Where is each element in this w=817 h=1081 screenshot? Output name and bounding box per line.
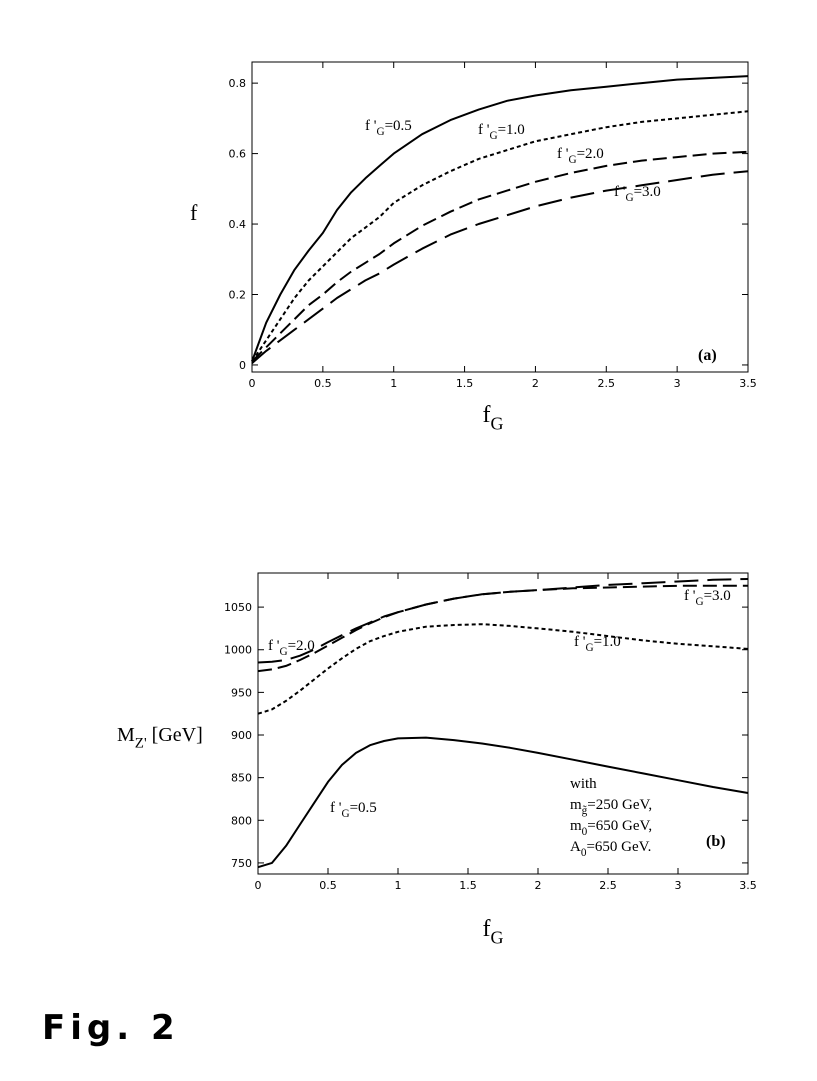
series-label-2: f 'G=1.0 (574, 634, 621, 654)
x-axis-label: fG (483, 916, 504, 948)
x-tick-label: 3.5 (739, 879, 757, 892)
panel-label: (b) (706, 833, 726, 850)
figure-caption: Fig. 2 (42, 1008, 180, 1048)
y-tick-label: 750 (231, 857, 252, 870)
panel-label: (a) (698, 347, 717, 364)
series-line-1 (257, 736, 749, 869)
series-line-3 (251, 150, 749, 363)
y-tick-label: 0.6 (229, 148, 247, 161)
series-line-2 (257, 623, 749, 715)
plot-frame (257, 572, 749, 875)
x-tick-label: 2 (532, 377, 539, 390)
annotation-line: m0=650 GeV, (570, 818, 652, 838)
series-label-1: f 'G=0.5 (365, 118, 412, 138)
x-tick-label: 1 (390, 377, 397, 390)
x-axis-label: fG (483, 402, 504, 434)
y-axis-label: f (190, 200, 198, 225)
y-tick-label: 0.8 (229, 77, 247, 90)
panel-b-chart: 0 0.5 1 1.5 2 2.5 3 3.5 750 800 850 900 950 1000 1050 f… (117, 572, 757, 948)
plot-frame (251, 61, 749, 373)
y-tick-label: 1050 (224, 601, 252, 614)
series-line-4 (257, 578, 749, 664)
y-tick-label: 850 (231, 772, 252, 785)
y-axis-label: MZ' [GeV] (117, 724, 203, 751)
y-tick-label: 1000 (224, 644, 252, 657)
series-line-3 (257, 584, 748, 673)
x-tick-label: 0.5 (314, 377, 332, 390)
y-tick-label: 0 (239, 359, 246, 372)
y-tick-label: 950 (231, 686, 252, 699)
x-tick-label: 2 (535, 879, 542, 892)
y-tick-label: 0.2 (229, 289, 247, 302)
x-tick-label: 0.5 (319, 879, 337, 892)
x-tick-label: 1 (395, 879, 402, 892)
series-label-4: f 'G=3.0 (684, 588, 731, 608)
x-tick-label: 3 (674, 377, 681, 390)
series-label-3: f 'G=2.0 (268, 638, 315, 658)
annotation-line: mg̃=250 GeV, (570, 797, 652, 817)
annotation-line: A0=650 GeV. (570, 839, 651, 859)
series-label-1: f 'G=0.5 (330, 800, 377, 820)
y-tick-label: 800 (231, 814, 252, 827)
x-tick-label: 2.5 (599, 879, 617, 892)
panel-a-chart: 0 0.5 1 1.5 2 2.5 3 3.5 0 0.2 0.4 0.6 0.8 f 'G=0.5 f '… (190, 61, 757, 434)
series-label-2: f 'G=1.0 (478, 122, 525, 142)
series-line-1 (251, 75, 749, 362)
y-tick-label: 0.4 (229, 218, 247, 231)
x-tick-label: 1.5 (456, 377, 474, 390)
x-tick-label: 2.5 (598, 377, 616, 390)
x-tick-label: 1.5 (459, 879, 477, 892)
annotation-line: with (570, 776, 597, 792)
series-line-2 (251, 110, 749, 362)
x-tick-label: 3.5 (739, 377, 757, 390)
series-line-4 (251, 170, 749, 364)
x-tick-label: 0 (255, 879, 262, 892)
series-label-4: f 'G=3.0 (614, 184, 661, 204)
x-tick-label: 0 (249, 377, 256, 390)
y-tick-label: 900 (231, 729, 252, 742)
x-tick-label: 3 (675, 879, 682, 892)
series-label-3: f 'G=2.0 (557, 146, 604, 166)
